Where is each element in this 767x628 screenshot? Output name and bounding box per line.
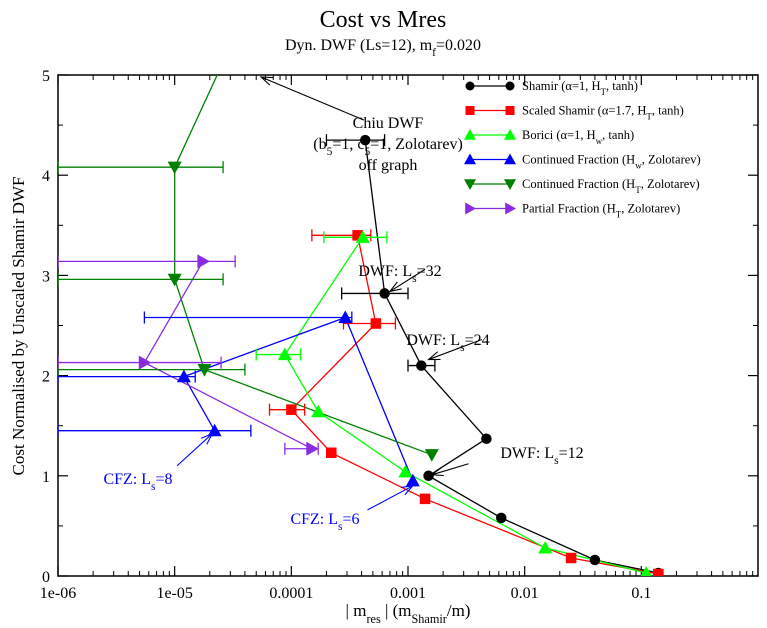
data-point-s0 — [423, 470, 434, 482]
annotation-arrowhead-dwf24 — [427, 351, 441, 361]
chart-subtitle: Dyn. DWF (Ls=12), mf=0.020 — [285, 37, 481, 59]
annotation-arrowhead-dwf32 — [388, 281, 402, 293]
y-tick-label: 0 — [42, 569, 50, 586]
y-tick-label: 2 — [42, 369, 50, 386]
series-line-0 — [364, 140, 659, 574]
annotation-arrowhead-chiu — [259, 76, 274, 86]
data-point-s3 — [338, 310, 353, 324]
series-lines — [143, 75, 659, 575]
data-point-s4 — [424, 449, 439, 462]
data-point-s1 — [653, 568, 664, 576]
legend-label-5: Partial Fraction (HT, Zolotarev) — [522, 202, 680, 220]
data-point-s1 — [370, 318, 382, 329]
data-markers — [138, 9, 664, 576]
legend-marker-3 — [464, 153, 476, 165]
data-point-s0 — [481, 433, 492, 444]
series-line-4 — [174, 75, 433, 456]
data-point-s0 — [359, 134, 371, 146]
data-point-s0 — [589, 554, 601, 566]
legend-marker-4 — [464, 179, 476, 190]
annotation-chiu: (b5=1, c5=1, Zolotarev) — [313, 136, 463, 158]
x-tick-label: 1e-05 — [156, 585, 192, 602]
annotation-dwf32: DWF: Ls=32 — [358, 263, 441, 285]
annotation-arrow-dwf24 — [428, 339, 483, 361]
annotation-arrow-dwf32 — [389, 268, 426, 292]
data-point-s1 — [565, 552, 577, 564]
y-tick-label: 3 — [42, 268, 50, 285]
data-point-s5 — [138, 355, 152, 370]
y-tick-label: 1 — [42, 469, 50, 486]
legend: Shamir (α=1, HT, tanh) Scaled Shamir (α=1… — [464, 79, 701, 220]
annotation-arrowhead-cfz6 — [400, 485, 415, 496]
legend-marker-5 — [505, 202, 516, 215]
legend-marker-3 — [504, 153, 516, 165]
data-point-s2 — [640, 565, 652, 576]
legend-marker-2 — [464, 129, 476, 140]
y-tick-label: 4 — [42, 168, 50, 185]
data-point-s3 — [176, 369, 191, 383]
annotation-arrowhead-cfz8 — [200, 432, 214, 445]
data-point-s2 — [538, 540, 553, 554]
data-point-s4 — [167, 273, 182, 287]
annotation-cfz8: CFZ: Ls=8 — [103, 471, 172, 493]
annotation-arrow-cfz8 — [176, 433, 213, 467]
annotation-cfz6: CFZ: Ls=6 — [290, 511, 359, 533]
annotations: Chiu DWF (b5=1, c5=1, Zolotarev)off graph… — [103, 76, 584, 533]
legend-label-2: Borici (α=1, Hw, tanh) — [522, 128, 634, 146]
x-tick-label: 0.0001 — [269, 585, 313, 602]
x-axis-label: | mres | (mShamir/m) — [346, 601, 471, 626]
legend-label-0: Shamir (α=1, HT, tanh) — [522, 79, 638, 97]
data-point-s0 — [416, 360, 427, 371]
legend-marker-0 — [465, 81, 475, 91]
x-tick-label: 0.01 — [511, 585, 539, 602]
data-point-s1 — [352, 230, 363, 241]
legend-marker-1 — [505, 106, 515, 115]
annotation-arrow-chiu — [260, 76, 365, 121]
data-point-s2 — [277, 347, 292, 361]
data-point-s0 — [496, 512, 507, 524]
chart-title: Cost vs Mres — [320, 7, 447, 33]
annotation-arrow-cfz6 — [367, 485, 414, 511]
data-point-s3 — [207, 423, 222, 437]
series-line-3 — [182, 316, 414, 482]
data-point-s4 — [167, 161, 182, 175]
legend-marker-5 — [465, 202, 476, 215]
data-point-s4 — [238, 9, 252, 22]
legend-marker-2 — [504, 129, 516, 140]
x-tick-label: 1e-06 — [40, 585, 76, 602]
y-tick-label: 5 — [42, 68, 50, 85]
legend-marker-1 — [465, 106, 475, 115]
annotation-dwf12: DWF: Ls=12 — [500, 445, 583, 467]
data-point-s4 — [197, 363, 212, 377]
data-point-s3 — [405, 473, 420, 487]
data-point-s2 — [398, 464, 413, 478]
data-point-s5 — [197, 254, 211, 269]
legend-label-3: Continued Fraction (Hw, Zolotarev) — [522, 153, 701, 171]
y-axis-label: Cost Normalised by Unscaled Shamir DWF — [9, 177, 28, 476]
data-point-s1 — [326, 447, 337, 459]
annotation-chiu: Chiu DWF — [353, 115, 424, 132]
data-point-s0 — [379, 288, 390, 299]
data-point-s2 — [311, 404, 326, 418]
annotation-chiu: off graph — [359, 157, 418, 174]
legend-marker-4 — [504, 179, 516, 190]
x-tick-label: 0.1 — [631, 585, 651, 602]
x-tick-label: 0.001 — [390, 585, 426, 602]
error-bars — [58, 134, 436, 455]
legend-label-1: Scaled Shamir (α=1.7, HT, tanh) — [522, 104, 684, 122]
data-point-s1 — [286, 404, 297, 415]
data-point-s1 — [419, 493, 431, 505]
annotation-arrowhead-dwf12 — [430, 467, 444, 477]
legend-marker-0 — [505, 81, 515, 91]
data-point-s2 — [355, 230, 370, 243]
data-point-s5 — [306, 441, 319, 456]
axis-ticks: 1e-06 1e-05 0.0001 0.001 0.01 0.1 0 1 2 3 4 5 — [40, 68, 758, 602]
annotation-arrow-dwf12 — [431, 463, 469, 476]
annotation-dwf24: DWF: Ls=24 — [406, 332, 489, 354]
legend-label-4: Continued Fraction (HT, Zolotarev) — [522, 177, 700, 195]
